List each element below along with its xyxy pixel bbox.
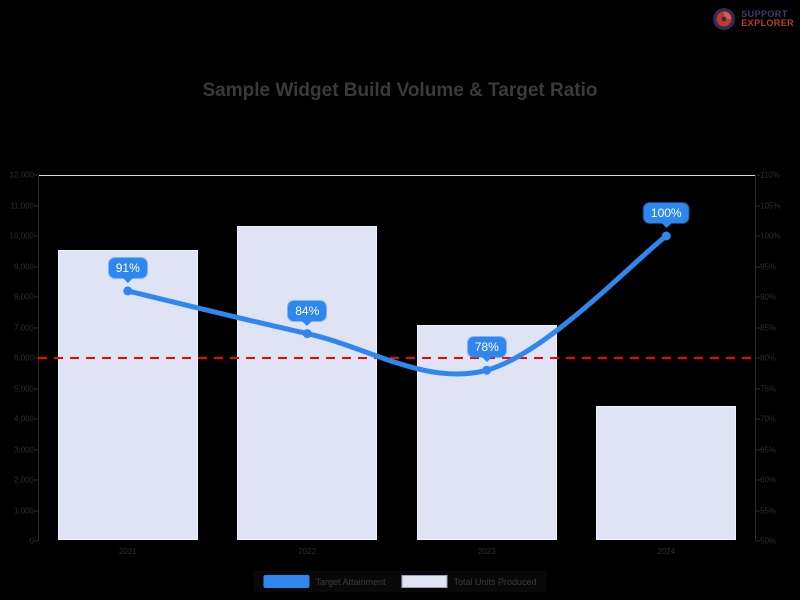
trend-point[interactable]	[302, 329, 312, 339]
tick-mark	[756, 540, 760, 542]
data-label-callout: 78%	[467, 337, 506, 363]
logo-line-1: SUPPORT	[741, 9, 788, 19]
plot-area: 12,000 11,000 10,000 9,000 8,000 7,000 6,000 5,…	[10, 171, 781, 557]
right-axis-line	[755, 175, 756, 541]
tick-mark	[756, 510, 760, 511]
left-tick-label: 5,000	[13, 384, 34, 393]
trend-line	[125, 233, 669, 377]
bar[interactable]	[596, 405, 737, 540]
circle-emblem-icon	[711, 6, 737, 32]
x-axis-line	[38, 175, 756, 176]
tick-mark	[34, 296, 38, 298]
left-tick-label: 1,000	[13, 506, 34, 515]
tick-mark	[34, 174, 38, 176]
chart-title: Sample Widget Build Volume & Target Rati…	[202, 80, 598, 101]
brand-logo: SUPPORT EXPLORER	[711, 4, 794, 34]
left-tick-label: 11,000	[10, 201, 34, 210]
trend-point[interactable]	[123, 286, 133, 296]
data-label-callout: 91%	[108, 257, 147, 283]
tick-mark	[756, 296, 760, 298]
tick-mark	[756, 357, 760, 359]
tick-mark	[34, 479, 38, 481]
logo-line-2: EXPLORER	[741, 18, 794, 28]
bar[interactable]	[57, 250, 198, 540]
tick-mark	[756, 388, 760, 389]
right-tick-label: 90%	[760, 292, 777, 302]
tick-mark	[34, 327, 38, 328]
tick-mark	[756, 327, 760, 328]
tick-mark	[34, 235, 38, 237]
left-tick-label: 8,000	[13, 292, 34, 302]
right-tick-label: 100%	[760, 231, 781, 241]
tick-mark	[34, 205, 38, 206]
left-tick-label: 10,000	[9, 231, 34, 241]
tick-mark	[34, 266, 38, 267]
left-tick-label: 7,000	[13, 323, 34, 332]
tick-mark	[756, 205, 760, 206]
tick-mark	[34, 449, 38, 450]
line-swatch	[263, 575, 310, 588]
right-tick-label: 110%	[760, 170, 780, 180]
legend-item-line[interactable]: Target Attainment	[263, 575, 386, 588]
bar-swatch	[401, 575, 448, 588]
right-tick-label: 85%	[760, 323, 777, 332]
data-label-callout: 84%	[288, 300, 327, 326]
left-tick-label: 12,000	[9, 170, 34, 180]
right-tick-label: 70%	[760, 414, 777, 424]
right-tick-label: 65%	[760, 445, 777, 454]
tick-mark	[34, 510, 38, 511]
data-label-callout: 100%	[643, 203, 689, 228]
left-tick-label: 3,000	[13, 445, 34, 454]
trend-points	[123, 231, 671, 375]
line-series-overlay	[38, 231, 756, 377]
right-tick-label: 50%	[760, 536, 777, 546]
left-tick-label: 0	[29, 536, 34, 546]
legend-item-bar[interactable]: Total Units Produced	[401, 575, 537, 588]
right-tick-label: 75%	[760, 384, 777, 393]
left-tick-label: 6,000	[13, 353, 34, 363]
right-tick-label: 60%	[760, 475, 777, 485]
right-tick-label: 95%	[760, 262, 777, 271]
trend-point[interactable]	[661, 231, 671, 241]
x-axis-label: 2024	[657, 547, 676, 556]
tick-mark	[756, 418, 760, 420]
tick-mark	[34, 388, 38, 389]
chart-legend: Target Attainment Total Units Produced	[253, 571, 546, 592]
tick-mark	[34, 418, 38, 420]
right-tick-label: 55%	[760, 506, 777, 515]
tick-mark	[756, 479, 760, 481]
left-tick-label: 9,000	[13, 262, 34, 271]
x-axis-label: 2023	[477, 547, 496, 556]
logo-wordmark: SUPPORT EXPLORER	[741, 10, 794, 28]
left-tick-label: 2,000	[13, 475, 34, 485]
legend-label-bar: Total Units Produced	[453, 576, 537, 587]
right-tick-label: 80%	[760, 353, 777, 363]
tick-mark	[34, 357, 38, 359]
tick-mark	[756, 266, 760, 267]
legend-label-line: Target Attainment	[315, 576, 386, 587]
tick-mark	[756, 449, 760, 450]
x-axis-label: 2021	[118, 547, 137, 556]
tick-mark	[756, 235, 760, 237]
x-axis-label: 2022	[298, 547, 317, 556]
right-tick-label: 105%	[760, 201, 781, 210]
bar[interactable]	[237, 225, 378, 540]
left-tick-label: 4,000	[13, 414, 34, 424]
tick-mark	[34, 540, 38, 542]
tick-mark	[756, 174, 760, 176]
trend-point[interactable]	[482, 365, 492, 375]
